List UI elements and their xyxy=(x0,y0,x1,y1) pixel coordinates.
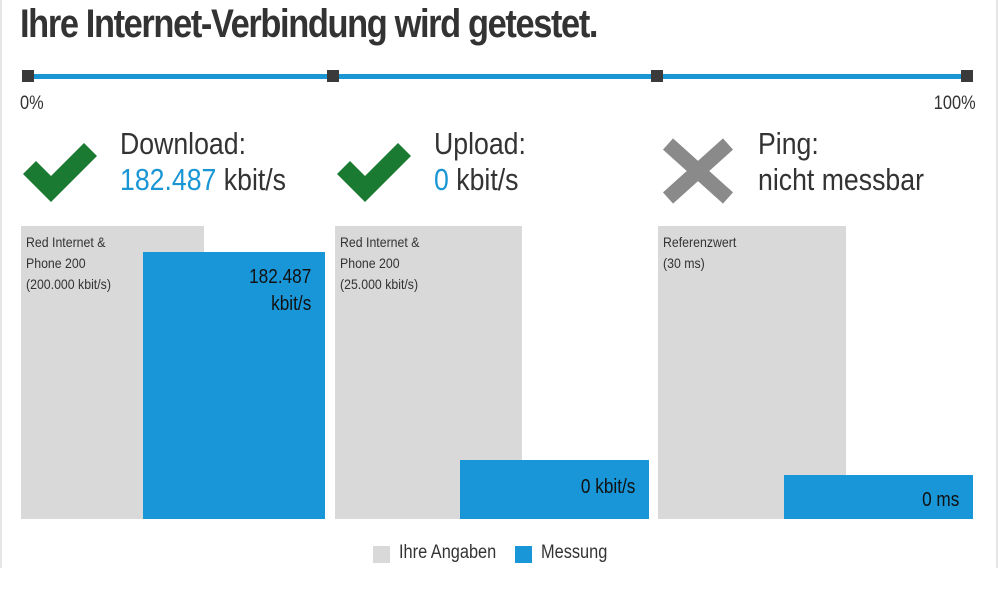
progress-node-download xyxy=(327,70,339,82)
ping-result-text: Ping: nicht messbar xyxy=(758,126,924,198)
ping-reference-label: Referenzwert (30 ms) xyxy=(663,234,737,271)
upload-result-text: Upload: 0 kbit/s xyxy=(434,126,526,198)
progress-end-label: 100% xyxy=(934,93,976,114)
upload-unit: kbit/s xyxy=(456,162,519,197)
progress-node-start xyxy=(22,70,34,82)
ping-result: Ping: nicht messbar xyxy=(658,126,978,206)
download-chart: Red Internet & Phone 200 (200.000 kbit/s… xyxy=(21,226,325,519)
progress-line xyxy=(27,74,967,79)
legend-measurement-swatch xyxy=(515,546,532,563)
cross-icon xyxy=(662,138,734,204)
progress-node-upload xyxy=(651,70,663,82)
legend-measurement-label: Messung xyxy=(541,542,608,563)
checkmark-icon xyxy=(337,143,411,202)
legend-reference-label: Ihre Angaben xyxy=(399,542,497,563)
download-result: Download: 182.487 kbit/s xyxy=(20,126,320,206)
ping-value: nicht messbar xyxy=(758,162,924,197)
download-reference-label: Red Internet & Phone 200 (200.000 kbit/s… xyxy=(26,234,111,292)
page-title: Ihre Internet-Verbindung wird getestet. xyxy=(20,2,598,46)
upload-reference-label: Red Internet & Phone 200 (25.000 kbit/s) xyxy=(340,234,420,292)
upload-value: 0 xyxy=(434,162,449,197)
progress-fill xyxy=(27,74,967,79)
upload-chart: Red Internet & Phone 200 (25.000 kbit/s)… xyxy=(335,226,649,519)
ping-chart: Referenzwert (30 ms) 0 ms xyxy=(658,226,973,519)
download-value-line: 182.487 kbit/s xyxy=(120,162,286,198)
download-measurement-label: 182.487 kbit/s xyxy=(248,266,311,315)
download-measurement-bar: 182.487 kbit/s xyxy=(143,252,325,519)
upload-measurement-label: 0 kbit/s xyxy=(580,476,635,498)
download-result-text: Download: 182.487 kbit/s xyxy=(120,126,286,198)
progress-start-label: 0% xyxy=(20,93,44,114)
upload-result: Upload: 0 kbit/s xyxy=(334,126,634,206)
progress-node-end xyxy=(961,70,973,82)
ping-label: Ping: xyxy=(758,126,819,161)
download-label: Download: xyxy=(120,126,246,161)
download-value: 182.487 xyxy=(120,162,217,197)
progress-track xyxy=(22,70,973,82)
checkmark-icon xyxy=(23,143,97,202)
upload-label: Upload: xyxy=(434,126,526,161)
upload-value-line: 0 kbit/s xyxy=(434,162,526,198)
ping-measurement-bar: 0 ms xyxy=(784,475,973,519)
download-unit: kbit/s xyxy=(223,162,287,197)
frame-right-border xyxy=(996,0,998,568)
legend-reference-swatch xyxy=(373,546,390,563)
ping-measurement-label: 0 ms xyxy=(921,489,959,511)
frame-left-border xyxy=(0,0,2,568)
upload-measurement-bar: 0 kbit/s xyxy=(460,460,649,519)
ping-reference-bar: Referenzwert (30 ms) xyxy=(658,226,846,519)
